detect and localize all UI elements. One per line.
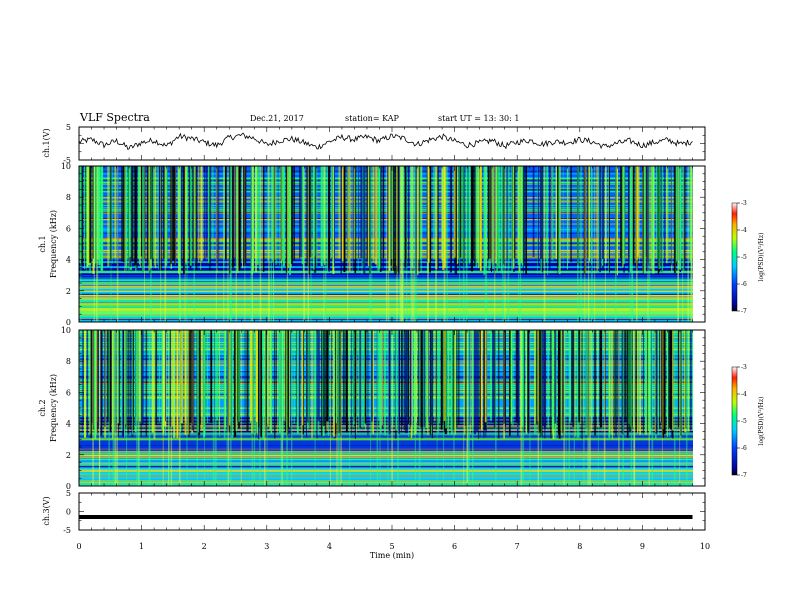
chart-title: VLF Spectra bbox=[80, 111, 150, 124]
xtick-label: 10 bbox=[700, 542, 710, 551]
spectrogram-ytick-label: 6 bbox=[66, 224, 71, 233]
spectrogram-ytick-label: 2 bbox=[66, 287, 71, 296]
xtick-label: 3 bbox=[264, 542, 269, 551]
ch3-ytick-label: 0 bbox=[66, 508, 71, 517]
date-label: Dec.21, 2017 bbox=[250, 114, 304, 123]
ch3-ylabel: ch.3(V) bbox=[42, 496, 51, 525]
colorbar-tick-label: -7 bbox=[741, 308, 747, 315]
spectrogram-ytick-label: 4 bbox=[66, 420, 71, 429]
xlabel: Time (min) bbox=[370, 551, 414, 560]
spectrogram-ytick-label: 4 bbox=[66, 256, 71, 265]
ch1-colorbar bbox=[731, 202, 738, 312]
spectrogram-channel-label: ch.2 bbox=[38, 399, 47, 416]
axis-ticks bbox=[78, 126, 706, 531]
spectrogram-ytick-label: 6 bbox=[66, 388, 71, 397]
ch3-ytick-label: -5 bbox=[63, 526, 71, 535]
colorbar-label: log(PSD)(V²/Hz) bbox=[758, 233, 765, 282]
station-label: station= KAP bbox=[345, 114, 399, 123]
start-time-label: start UT = 13: 30: 1 bbox=[438, 114, 520, 123]
colorbar-tick-label: -5 bbox=[741, 254, 747, 261]
ch1-spectrogram-panel bbox=[78, 165, 706, 323]
xtick-label: 9 bbox=[640, 542, 645, 551]
xtick-label: 6 bbox=[452, 542, 457, 551]
colorbar-tick-label: -3 bbox=[741, 200, 747, 207]
ch1-waveform-line bbox=[79, 132, 693, 150]
colorbar-tick-label: -3 bbox=[741, 364, 747, 371]
xtick-label: 0 bbox=[76, 542, 81, 551]
spectrogram-ylabel: Frequency (kHz) bbox=[49, 374, 58, 442]
spectrogram-channel-label: ch.1 bbox=[38, 235, 47, 252]
colorbar-tick-label: -4 bbox=[741, 391, 747, 398]
colorbar-tick-label: -6 bbox=[741, 445, 747, 452]
colorbar-label: log(PSD)(V²/Hz) bbox=[758, 397, 765, 446]
colorbar-tick-label: -7 bbox=[741, 472, 747, 479]
colorbar-tick-label: -6 bbox=[741, 281, 747, 288]
spectrogram-ytick-label: 0 bbox=[66, 318, 71, 327]
colorbar-tick-label: -4 bbox=[741, 227, 747, 234]
xtick-label: 7 bbox=[515, 542, 520, 551]
xtick-label: 4 bbox=[327, 542, 332, 551]
spectrogram-ytick-label: 2 bbox=[66, 451, 71, 460]
spectrogram-ylabel: Frequency (kHz) bbox=[49, 210, 58, 278]
ch2-spectrogram-panel bbox=[78, 329, 706, 487]
colorbar-tick-label: -5 bbox=[741, 418, 747, 425]
xtick-label: 1 bbox=[139, 542, 144, 551]
ch1-ytick-label: 5 bbox=[66, 123, 71, 132]
ch3-ytick-label: 5 bbox=[66, 489, 71, 498]
spectrogram-ytick-label: 10 bbox=[61, 162, 71, 171]
spectrogram-ytick-label: 8 bbox=[66, 193, 71, 202]
spectrogram-ytick-label: 8 bbox=[66, 357, 71, 366]
ch1-ylabel: ch.1(V) bbox=[42, 128, 51, 157]
ch2-colorbar bbox=[731, 366, 738, 476]
ch3-waveform-line bbox=[79, 515, 693, 519]
spectrogram-ytick-label: 0 bbox=[66, 482, 71, 491]
ch1-ytick-label: -5 bbox=[63, 156, 71, 165]
ch3-waveform-panel bbox=[78, 492, 706, 531]
xtick-label: 2 bbox=[202, 542, 207, 551]
xtick-label: 5 bbox=[389, 542, 394, 551]
spectrogram-ytick-label: 10 bbox=[61, 326, 71, 335]
xtick-label: 8 bbox=[577, 542, 582, 551]
